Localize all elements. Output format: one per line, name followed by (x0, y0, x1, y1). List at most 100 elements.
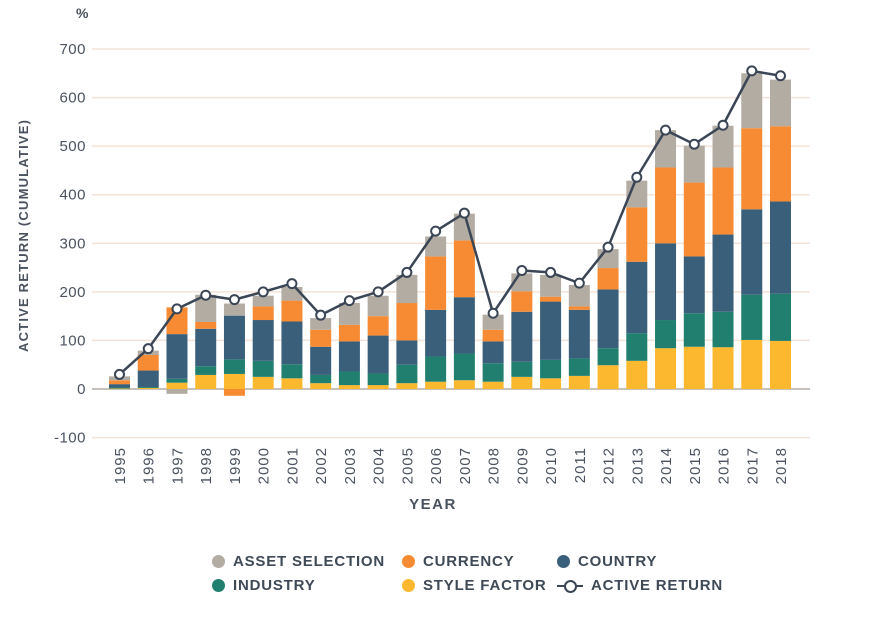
x-tick-label: 1999 (227, 447, 244, 484)
bar-segment-industry (109, 387, 130, 389)
bar-segment-industry (367, 373, 389, 386)
active-return-marker (142, 343, 154, 355)
active-return-marker (401, 266, 413, 278)
bar-segment-style-factor (137, 388, 159, 389)
bar-2005 (396, 274, 418, 389)
bar-segment-asset-selection (712, 125, 734, 168)
bar-segment-country (482, 341, 504, 364)
y-tick-label: 400 (59, 187, 86, 204)
x-tick-label: 2011 (572, 447, 589, 483)
bar-segment-industry (597, 348, 619, 366)
x-tick-label: 2003 (342, 447, 359, 484)
bar-segment-style-factor (453, 380, 475, 389)
bar-2017 (741, 73, 763, 389)
bar-segment-asset-selection (482, 314, 504, 330)
bar-2009 (511, 273, 533, 389)
bar-segment-currency (195, 321, 217, 329)
bar-segment-country (252, 320, 274, 361)
x-tick-label: 2014 (658, 447, 675, 484)
bar-segment-industry (568, 358, 590, 376)
active-return-marker (688, 138, 700, 150)
bar-segment-country (655, 243, 677, 321)
bar-segment-asset-selection (223, 303, 245, 316)
active-return-marker (343, 295, 355, 307)
active-return-marker (631, 171, 643, 183)
bar-segment-currency (626, 207, 648, 262)
bar-segment-industry (425, 356, 447, 382)
bar-segment-currency (540, 296, 562, 302)
bar-2016 (712, 125, 734, 389)
active-return-marker (114, 368, 125, 380)
bar-segment-asset-selection (683, 145, 705, 183)
active-return-line (118, 69, 782, 376)
bar-segment-industry (770, 293, 791, 341)
bar-segment-style-factor (281, 378, 303, 389)
x-tick-label: 2001 (284, 447, 301, 484)
legend-label: INDUSTRY (233, 577, 316, 594)
bar-segment-country (712, 234, 734, 312)
x-tick-label: 2010 (543, 447, 560, 484)
bar-segment-asset-selection (655, 130, 677, 168)
bar-2015 (683, 145, 705, 389)
x-tick-label: 2013 (629, 447, 646, 484)
x-tick-label: 2006 (428, 447, 445, 484)
bar-segment-asset-selection (396, 274, 418, 304)
bar-segment-industry (511, 361, 533, 377)
bar-2018 (770, 79, 791, 389)
bar-segment-country (540, 301, 562, 360)
bar-segment-style-factor (741, 339, 763, 389)
y-tick-label: 600 (59, 90, 86, 107)
bar-segment-asset-selection (540, 274, 562, 297)
x-tick-label: 2000 (256, 447, 273, 484)
bar-segment-country (396, 340, 418, 365)
bar-segment-country (453, 297, 475, 354)
active-return-marker (171, 303, 183, 315)
x-tick-label: 2009 (514, 447, 531, 484)
bar-segment-style-factor (425, 381, 447, 389)
bar-segment-style-factor (511, 376, 533, 389)
bar-segment-currency (281, 300, 303, 322)
y-tick-label: 500 (59, 138, 86, 155)
bar-segment-asset-selection (770, 79, 791, 127)
bar-segment-industry (683, 313, 705, 347)
bar-segment-currency (252, 306, 274, 321)
bar-segment-industry (453, 353, 475, 381)
bar-segment-industry (195, 366, 217, 375)
bar-segment-currency (770, 126, 791, 202)
x-tick-label: 2017 (744, 447, 761, 484)
y-tick-label: 0 (77, 381, 86, 398)
y-axis-title: ACTIVE RETURN (CUMULATIVE) (16, 118, 31, 352)
bar-segment-style-factor (367, 385, 389, 389)
bar-segment-currency (482, 329, 504, 342)
bar-segment-country (741, 209, 763, 295)
active-return-marker (257, 286, 269, 298)
bar-segment-industry (712, 311, 734, 348)
bar-segment-country (223, 315, 245, 360)
bar-segment-style-factor (310, 383, 332, 389)
bar-segment-industry (396, 364, 418, 384)
bar-segment-asset-selection (252, 295, 274, 307)
bar-segment-country (166, 334, 188, 379)
y-tick-label: 700 (59, 41, 86, 58)
bar-segment-asset-selection (338, 303, 360, 325)
legend-dot-icon (557, 555, 570, 568)
bar-segment-country (310, 346, 332, 375)
active-return-marker (487, 307, 499, 319)
y-tick-label: -100 (54, 430, 86, 447)
bar-segment-style-factor (597, 365, 619, 389)
bar-segment-country (137, 370, 159, 388)
x-tick-labels: 1995 1996 1997 1998 1999 2000 2001 2002 2003 2004… (112, 447, 790, 484)
bar-segment-style-factor (626, 360, 648, 389)
bar-segment-style-factor (223, 373, 245, 389)
legend-label: STYLE FACTOR (423, 577, 547, 594)
bar-segment-currency (712, 167, 734, 235)
bar-segment-country (770, 201, 791, 294)
x-tick-label: 2005 (399, 447, 416, 484)
legend-item-style-factor: STYLE FACTOR (402, 577, 557, 594)
bar-2004 (367, 295, 389, 389)
bar-segment-industry (223, 359, 245, 374)
bar-segment-country (281, 321, 303, 365)
bar-segment-style-factor (770, 340, 791, 389)
x-tick-label: 2015 (687, 447, 704, 484)
